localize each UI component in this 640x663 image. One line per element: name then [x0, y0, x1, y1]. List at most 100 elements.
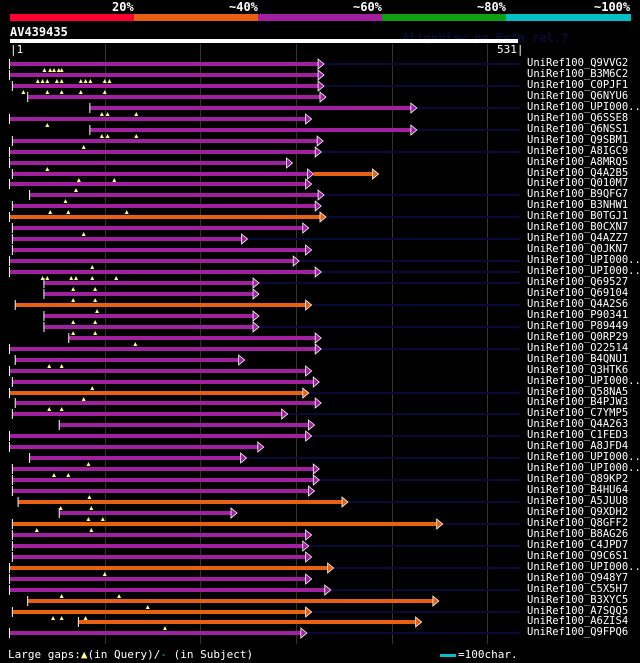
alignment-bar — [30, 193, 319, 197]
hit-label[interactable]: UniRef100_B8AG26 — [527, 528, 629, 540]
end-arrow — [314, 146, 322, 158]
legend-label-80: ~80% — [477, 0, 506, 14]
query-gap-marker — [86, 517, 91, 521]
hit-label[interactable]: UniRef100_Q4AZZ7 — [527, 232, 629, 244]
hit-label[interactable]: UniRef100_P90341 — [527, 309, 629, 321]
end-arrow — [240, 452, 248, 464]
end-arrow — [314, 343, 322, 355]
hit-label[interactable]: UniRef100_Q4A2B5 — [527, 167, 629, 179]
hit-label[interactable]: UniRef100_B3XYC5 — [527, 594, 629, 606]
hit-label[interactable]: UniRef100_C7YMP5 — [527, 407, 629, 419]
alignment-bar — [28, 599, 433, 603]
alignment-bar — [15, 303, 306, 307]
alignment-bar — [15, 358, 239, 362]
hit-label[interactable]: UniRef100_UPI000.. — [527, 375, 640, 387]
hit-label[interactable]: UniRef100_Q948Y7 — [527, 572, 629, 584]
start-tick — [11, 552, 13, 562]
end-arrow — [230, 507, 238, 519]
hit-label[interactable]: UniRef100_B3M6C2 — [527, 68, 629, 80]
query-gap-marker — [52, 68, 57, 72]
start-tick — [43, 278, 45, 288]
hit-label[interactable]: UniRef100_Q69104 — [527, 287, 629, 299]
start-tick — [11, 486, 13, 496]
hit-label[interactable]: UniRef100_B3NHW1 — [527, 199, 629, 211]
hit-label[interactable]: UniRef100_A8IGC9 — [527, 145, 629, 157]
end-arrow — [317, 189, 325, 201]
hit-label[interactable]: UniRef100_Q89KP2 — [527, 473, 629, 485]
hit-label[interactable]: UniRef100_Q9SBM1 — [527, 134, 629, 146]
start-tick — [11, 409, 13, 419]
hit-label[interactable]: UniRef100_Q9XDH2 — [527, 506, 629, 518]
hit-label[interactable]: UniRef100_B4PJW3 — [527, 396, 629, 408]
hit-label[interactable]: UniRef100_A8JFD4 — [527, 440, 629, 452]
hit-label[interactable]: UniRef100_C5X5H7 — [527, 583, 629, 595]
query-ruler — [10, 39, 518, 43]
hit-label[interactable]: UniRef100_Q4A2S6 — [527, 298, 629, 310]
hit-label[interactable]: UniRef100_Q6SSE8 — [527, 112, 629, 124]
start-tick — [68, 333, 70, 343]
hit-label[interactable]: UniRef100_Q0RP29 — [527, 331, 629, 343]
start-tick — [9, 114, 10, 124]
hit-label[interactable]: UniRef100_Q010M7 — [527, 177, 629, 189]
alignment-bar — [10, 369, 306, 373]
alignment-bar — [10, 215, 320, 219]
hit-label[interactable]: UniRef100_A8MRQ5 — [527, 156, 629, 168]
query-gap-marker — [45, 90, 50, 94]
query-gap-marker — [48, 210, 53, 214]
hit-label[interactable]: UniRef100_Q6NSS1 — [527, 123, 629, 135]
query-gap-marker — [102, 90, 107, 94]
hit-label[interactable]: UniRef100_B0TGJ1 — [527, 210, 629, 222]
query-gap-marker — [59, 594, 64, 598]
end-arrow — [319, 211, 327, 223]
start-tick — [27, 596, 29, 606]
start-tick — [77, 617, 79, 627]
end-arrow — [436, 518, 444, 530]
hit-label[interactable]: UniRef100_Q69527 — [527, 276, 629, 288]
end-arrow — [300, 627, 308, 639]
hit-label[interactable]: UniRef100_B0CXN7 — [527, 221, 629, 233]
hit-label[interactable]: UniRef100_A6ZIS4 — [527, 615, 629, 627]
hit-label[interactable]: UniRef100_Q9FPQ6 — [527, 626, 629, 638]
hit-label[interactable]: UniRef100_P89449 — [527, 320, 629, 332]
hit-label[interactable]: UniRef100_Q0JKN7 — [527, 243, 629, 255]
query-gap-marker — [102, 572, 107, 576]
hit-label[interactable]: UniRef100_C1FED3 — [527, 429, 629, 441]
hit-label[interactable]: UniRef100_UPI000.. — [527, 451, 640, 463]
hit-label[interactable]: UniRef100_Q3HTK6 — [527, 364, 629, 376]
hit-label[interactable]: UniRef100_UPI000.. — [527, 254, 640, 266]
hit-label[interactable]: UniRef100_C0PJF1 — [527, 79, 629, 91]
hit-label[interactable]: UniRef100_Q6NYU6 — [527, 90, 629, 102]
hit-label[interactable]: UniRef100_B4QNU1 — [527, 353, 629, 365]
start-tick — [9, 267, 10, 277]
hit-label[interactable]: UniRef100_UPI000.. — [527, 101, 640, 113]
hit-label[interactable]: UniRef100_UPI000.. — [527, 462, 640, 474]
subject-extension — [308, 545, 520, 547]
subject-extension — [299, 260, 520, 262]
hit-label[interactable]: UniRef100_A5JUU8 — [527, 495, 629, 507]
hit-label[interactable]: UniRef100_Q9VVG2 — [527, 57, 629, 69]
hit-label[interactable]: UniRef100_B4HU64 — [527, 484, 629, 496]
query-gap-marker — [47, 407, 52, 411]
hit-label[interactable]: UniRef100_UPI000.. — [527, 265, 640, 277]
query-gap-marker — [74, 276, 79, 280]
hit-label[interactable]: UniRef100_Q8GFF2 — [527, 517, 629, 529]
hit-label[interactable]: UniRef100_UPI000.. — [527, 561, 640, 573]
start-tick — [9, 70, 10, 80]
alignment-bar — [10, 73, 319, 77]
subject-extension — [306, 632, 520, 634]
query-gap-marker — [21, 90, 26, 94]
query-gap-marker — [47, 364, 52, 368]
legend-bar-80 — [382, 14, 506, 21]
scale-label: =100char. — [458, 648, 518, 661]
hit-label[interactable]: UniRef100_Q4A263 — [527, 418, 629, 430]
start-tick — [9, 256, 10, 266]
hit-label[interactable]: UniRef100_Q58NA5 — [527, 386, 629, 398]
hit-label[interactable]: UniRef100_A7SQQ5 — [527, 605, 629, 617]
hit-label[interactable]: UniRef100_Q9C6S1 — [527, 550, 629, 562]
query-gap-marker — [100, 517, 105, 521]
subject-extension — [311, 611, 520, 613]
hit-label[interactable]: UniRef100_C4JPD7 — [527, 539, 629, 551]
hit-label[interactable]: UniRef100_O22514 — [527, 342, 629, 354]
end-arrow — [305, 529, 313, 541]
hit-label[interactable]: UniRef100_B9QFG7 — [527, 188, 629, 200]
